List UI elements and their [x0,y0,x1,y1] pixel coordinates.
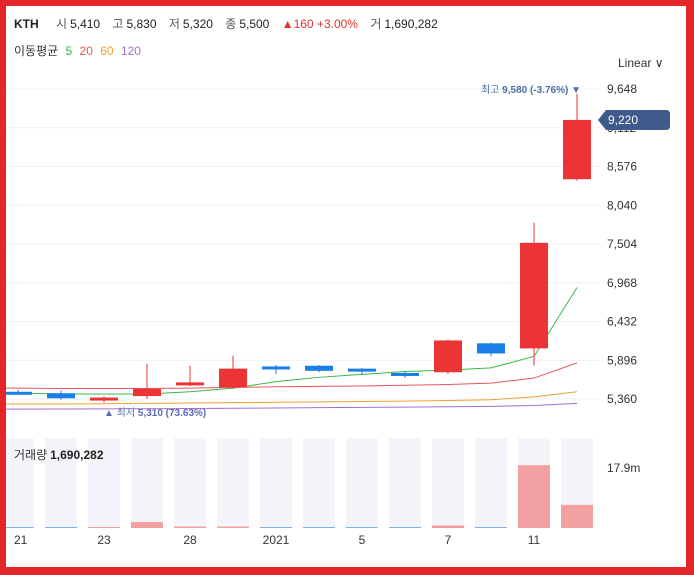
y-tick-label: 5,896 [607,353,637,367]
symbol: KTH [14,17,39,31]
high-annotation: 최고 9,580 (-3.76%) ▼ [481,84,581,96]
open-value: 5,410 [70,17,101,31]
volume-bar [174,526,206,528]
x-tick-label: 28 [183,533,197,547]
y-tick-label: 5,360 [607,392,637,406]
low-annotation: ▲ 최저 5,310 (73.63%) [104,407,206,419]
ma-period-20: 20 [79,44,93,58]
x-tick-label: 2021 [263,533,290,547]
volume-slot [6,438,34,528]
volume-slot [131,438,163,528]
x-tick-label: 21 [14,533,28,547]
y-tick-label: 6,968 [607,276,637,290]
candle-body [47,393,75,399]
candle-body [348,368,376,372]
candle-body [90,397,118,401]
volume-bar [131,521,163,528]
ohlc-header: KTH 시 5,410 고 5,830 저 5,320 종 5,500 ▲160 +3.… [14,15,447,32]
y-tick-label: 9,648 [607,82,637,96]
y-tick-label: 8,576 [607,160,637,174]
x-tick-label: 7 [445,533,452,547]
volume-bar [88,527,120,528]
volume-slot [260,438,292,528]
volume-bar [561,504,593,528]
ma-period-5: 5 [65,44,73,58]
volume-bar [432,525,464,528]
ma60-line [6,391,578,405]
volume-slot [389,438,421,528]
volume-panel-label: 거래량 [14,448,48,462]
volume-axis-tick: 17.9m [607,461,640,475]
ma20-line [6,362,578,390]
volume-bar [6,527,34,528]
scale-selector[interactable]: Linear ∨ [618,56,664,70]
candle-body [391,372,419,376]
volume-bar [389,527,421,528]
x-tick-label: 11 [528,533,541,547]
chart-frame: KTH 시 5,410 고 5,830 저 5,320 종 5,500 ▲160 +3.… [6,6,686,567]
y-tick-label: 8,040 [607,198,637,212]
volume-slot [174,438,206,528]
volume-bar [518,465,550,528]
change-value: ▲160 +3.00% [281,17,358,31]
volume-bar [45,527,77,528]
y-tick-label: 6,432 [607,315,637,329]
y-tick-label: 7,504 [607,237,637,251]
candle-body [434,340,462,373]
candle-body [219,368,247,388]
open-label: 시 [56,17,68,31]
high-value: 5,830 [126,17,157,31]
volume-panel-value: 1,690,282 [50,448,104,462]
volume-bar [346,527,378,528]
volume-slot [346,438,378,528]
volume-bar [303,527,335,528]
volume-slot [217,438,249,528]
volume-label: 거 [370,17,382,31]
candlestick-chart[interactable]: 5,3605,8966,4326,9687,5048,0408,5769,112… [6,6,686,567]
x-tick-label: 5 [359,533,366,547]
volume-value: 1,690,282 [384,17,438,31]
volume-slot [432,438,464,528]
low-label: 저 [168,17,180,31]
volume-slot [475,438,507,528]
ma5-line [6,287,578,395]
volume-bar [260,527,292,528]
current-price-tag [598,109,670,130]
volume-bar [475,527,507,528]
volume-slot [88,438,120,528]
volume-bar [217,526,249,528]
ma-period-60: 60 [100,44,114,58]
low-value: 5,320 [182,17,213,31]
close-label: 종 [225,17,237,31]
candle-body [133,388,161,397]
candle-body [305,365,333,371]
volume-slot [303,438,335,528]
volume-slot [45,438,77,528]
close-value: 5,500 [239,17,270,31]
x-tick-label: 23 [97,533,111,547]
volume-panel-title: 거래량 1,690,282 [14,446,104,463]
high-label: 고 [112,17,124,31]
ma-legend-title: 이동평균 [14,44,59,58]
ma-period-120: 120 [120,44,141,58]
ma120-line [6,402,578,410]
candle-body [176,382,204,386]
candle-body [262,366,290,370]
candle-body [563,119,591,180]
current-price-label: 9,220 [608,113,638,127]
candle-body [6,391,32,395]
candle-body [477,343,505,354]
moving-average-legend[interactable]: 이동평균 5 20 60 120 [14,42,145,59]
candle-body [520,242,548,349]
